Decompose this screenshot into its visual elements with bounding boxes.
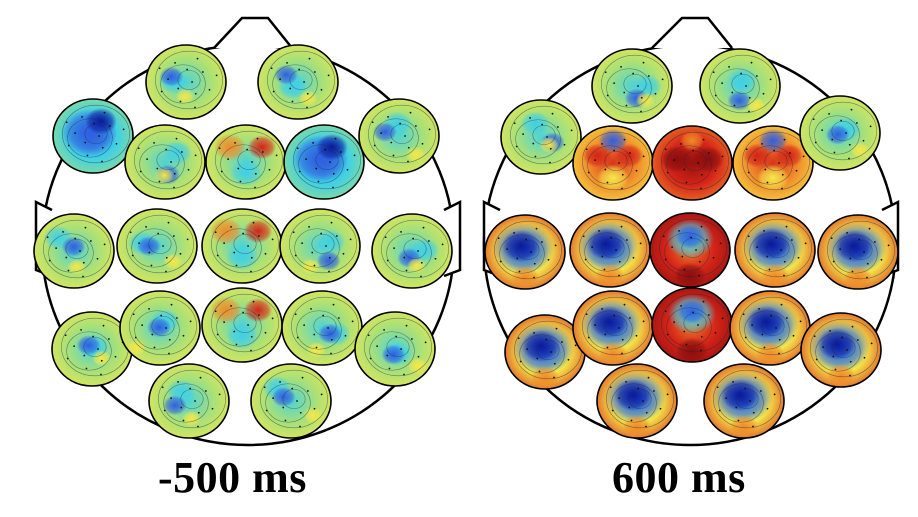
topomap-outline <box>703 363 785 439</box>
topomap-outline <box>250 363 332 439</box>
topomap-r3-2 <box>570 213 650 287</box>
topomap-outline <box>148 363 230 439</box>
topomap-r4-5 <box>355 312 435 386</box>
topomap-r2-1 <box>501 100 581 174</box>
topomap-r4-4 <box>282 291 362 365</box>
topomap-r4-5 <box>801 313 881 387</box>
topomap-r5-2 <box>251 364 331 438</box>
topomap-r2-3 <box>206 125 286 199</box>
topomap-r2-3 <box>652 126 732 200</box>
topomap-outline <box>124 124 206 200</box>
topomap-r2-2 <box>573 126 653 200</box>
topomap-outline <box>116 208 198 284</box>
time-label-left: -500 ms <box>158 453 307 502</box>
topomap-r3-1 <box>485 215 565 289</box>
topomap-outline <box>649 212 731 288</box>
topomap-r4-2 <box>573 291 653 365</box>
time-label-right: 600 ms <box>612 453 746 502</box>
topomap-outline <box>371 213 453 289</box>
topomap-r1-1 <box>146 45 226 119</box>
topomap-outline <box>484 214 566 290</box>
topomap-outline <box>33 213 115 289</box>
topomap-r3-4 <box>280 209 360 283</box>
topomap-r5-1 <box>149 364 229 438</box>
topomap-r2-5 <box>800 96 880 170</box>
topomap-outline <box>500 99 582 175</box>
topomap-r3-3 <box>202 209 282 283</box>
topomap-outline <box>358 98 440 174</box>
topomap-r1-2 <box>258 45 338 119</box>
topomap-outline <box>651 125 733 201</box>
topomap-r3-3 <box>650 213 730 287</box>
topomap-r1-2 <box>700 49 780 123</box>
topomap-outline <box>52 98 134 174</box>
topomap-outline <box>354 311 436 387</box>
topomap-r2-4 <box>733 126 813 200</box>
topomap-r2-2 <box>125 125 205 199</box>
topomap-r5-2 <box>704 364 784 438</box>
topomap-r3-2 <box>117 209 197 283</box>
topomap-r4-4 <box>730 291 810 365</box>
topomap-outline <box>799 95 881 171</box>
topomap-outline <box>283 124 365 200</box>
topomap-r4-2 <box>120 291 200 365</box>
topomap-r4-1 <box>505 315 585 389</box>
topomap-r2-1 <box>53 99 133 173</box>
topomap-r4-3 <box>202 288 282 362</box>
topomap-r3-1 <box>34 214 114 288</box>
topomap-outline <box>800 312 882 388</box>
topomap-r3-4 <box>735 213 815 287</box>
topomap-outline <box>591 48 673 124</box>
topomap-outline <box>817 214 899 290</box>
topomap-r3-5 <box>372 214 452 288</box>
topomap-r2-5 <box>359 99 439 173</box>
panel-minus-500ms <box>33 16 462 447</box>
topomap-r4-3 <box>652 288 732 362</box>
topomap-outline <box>699 48 781 124</box>
topomap-r5-1 <box>597 364 677 438</box>
topomap-outline <box>119 290 201 366</box>
topomap-r1-1 <box>592 49 672 123</box>
topomap-outline <box>257 44 339 120</box>
nose-outline <box>213 16 293 49</box>
topomap-outline <box>279 208 361 284</box>
topomap-outline <box>596 363 678 439</box>
topomap-r3-5 <box>818 215 898 289</box>
nose-outline <box>651 16 733 49</box>
topomap-r2-4 <box>284 125 364 199</box>
topomap-outline <box>734 212 816 288</box>
topomap-outline <box>145 44 227 120</box>
panel-600ms <box>482 16 900 447</box>
topomap-outline <box>732 125 814 201</box>
topomap-r4-1 <box>52 312 132 386</box>
